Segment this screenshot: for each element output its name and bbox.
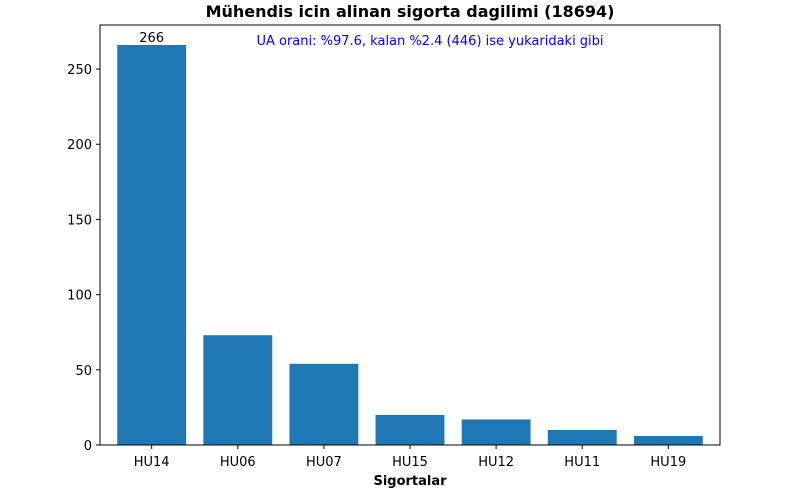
x-tick-label: HU11 <box>564 455 600 470</box>
y-axis: 0 50 100 150 200 250 <box>67 63 100 454</box>
x-tick-label: HU14 <box>134 455 170 470</box>
y-tick-label: 200 <box>67 138 92 153</box>
plot-area-frame <box>99 24 721 446</box>
x-tick-label: HU06 <box>220 455 256 470</box>
bar-hu07 <box>289 363 359 445</box>
x-tick-label: HU15 <box>392 455 428 470</box>
chart-title: Mühendis icin alinan sigorta dagilimi (1… <box>206 2 615 21</box>
data-label-hu14: 266 <box>139 31 164 46</box>
bar-hu19 <box>633 435 703 445</box>
y-tick-label: 250 <box>67 63 92 78</box>
x-axis: HU14 HU06 HU07 HU15 HU12 HU11 HU19 <box>134 445 686 470</box>
bar-hu12 <box>461 419 531 445</box>
y-tick-label: 100 <box>67 289 92 304</box>
x-tick-label: HU19 <box>650 455 686 470</box>
bars-layer: 266 <box>117 31 703 445</box>
bar-hu06 <box>203 335 273 445</box>
x-tick-label: HU07 <box>306 455 342 470</box>
y-tick-label: 150 <box>67 213 92 228</box>
y-tick-label: 0 <box>84 439 92 454</box>
chart-annotation: UA orani: %97.6, kalan %2.4 (446) ise yu… <box>256 34 603 49</box>
bar-hu11 <box>547 429 617 445</box>
bar-hu14 <box>117 45 187 445</box>
x-axis-title: Sigortalar <box>373 474 447 489</box>
x-tick-label: HU12 <box>478 455 514 470</box>
bar-hu15 <box>375 414 445 445</box>
y-tick-label: 50 <box>75 364 92 379</box>
